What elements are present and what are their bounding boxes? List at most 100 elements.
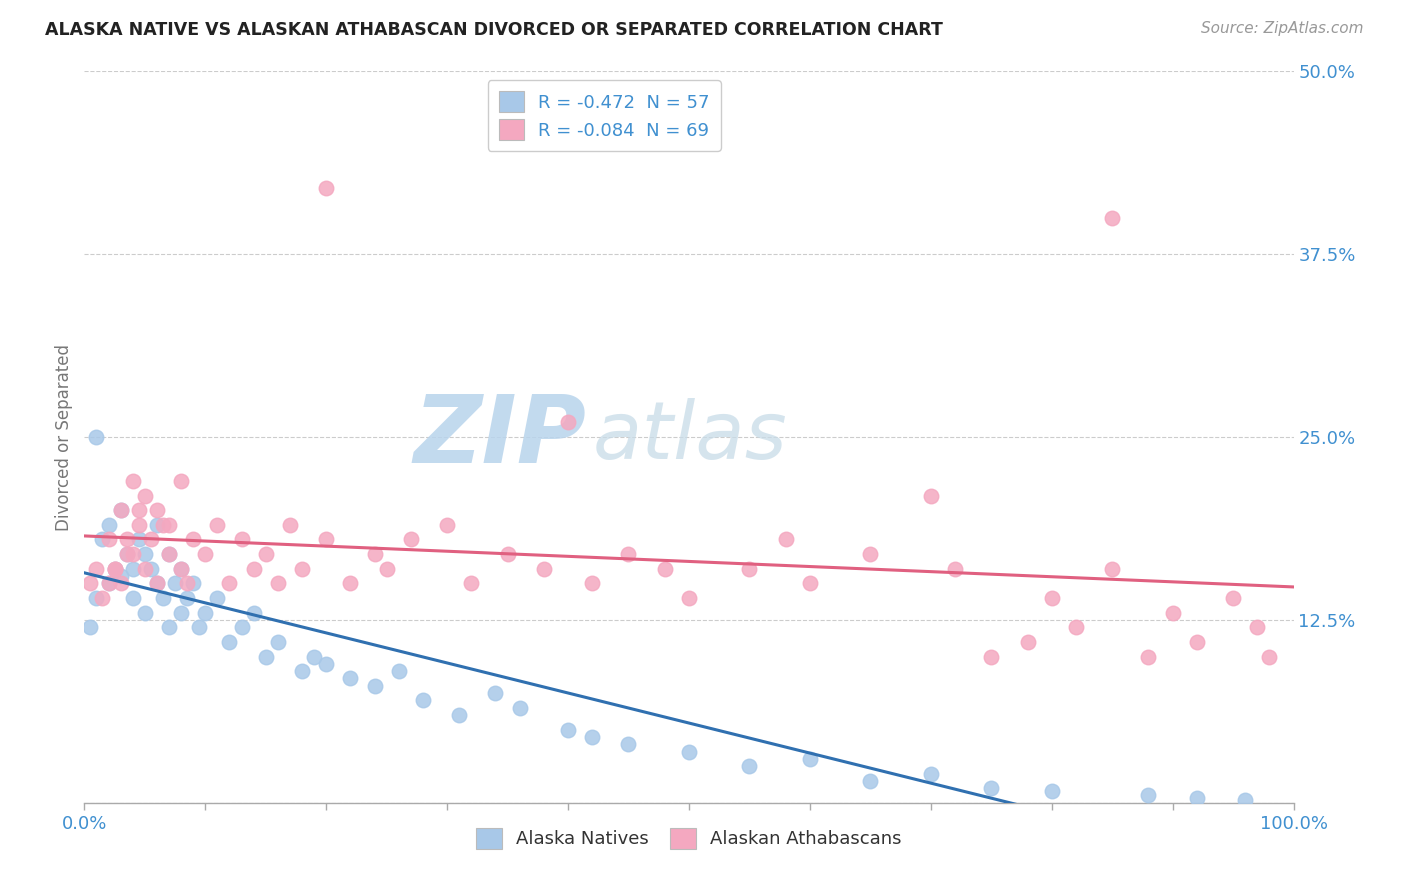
Point	[484, 686, 506, 700]
Point	[339, 672, 361, 686]
Point	[388, 664, 411, 678]
Point	[97, 576, 120, 591]
Point	[207, 591, 229, 605]
Point	[799, 576, 821, 591]
Point	[91, 591, 114, 605]
Point	[1246, 620, 1268, 634]
Point	[79, 576, 101, 591]
Point	[170, 562, 193, 576]
Point	[121, 474, 143, 488]
Point	[1234, 793, 1257, 807]
Point	[97, 533, 120, 547]
Point	[110, 569, 132, 583]
Point	[91, 533, 114, 547]
Point	[115, 533, 138, 547]
Legend: Alaska Natives, Alaskan Athabascans: Alaska Natives, Alaskan Athabascans	[470, 821, 908, 856]
Point	[1064, 620, 1087, 634]
Point	[339, 576, 361, 591]
Point	[157, 547, 180, 561]
Point	[859, 547, 882, 561]
Point	[194, 606, 217, 620]
Point	[254, 547, 277, 561]
Point	[110, 576, 132, 591]
Point	[170, 606, 193, 620]
Point	[139, 533, 162, 547]
Point	[152, 517, 174, 532]
Point	[207, 517, 229, 532]
Point	[557, 416, 579, 430]
Point	[134, 547, 156, 561]
Point	[449, 708, 471, 723]
Point	[799, 752, 821, 766]
Point	[267, 576, 290, 591]
Y-axis label: Divorced or Separated: Divorced or Separated	[55, 343, 73, 531]
Point	[134, 606, 156, 620]
Point	[496, 547, 519, 561]
Point	[146, 576, 169, 591]
Point	[315, 533, 337, 547]
Point	[678, 745, 700, 759]
Point	[920, 766, 942, 780]
Point	[157, 547, 180, 561]
Point	[115, 547, 138, 561]
Point	[97, 576, 120, 591]
Point	[152, 591, 174, 605]
Text: Source: ZipAtlas.com: Source: ZipAtlas.com	[1201, 21, 1364, 37]
Point	[128, 533, 150, 547]
Point	[1101, 211, 1123, 225]
Point	[86, 562, 108, 576]
Point	[1137, 649, 1160, 664]
Point	[315, 181, 337, 195]
Point	[176, 591, 198, 605]
Point	[859, 773, 882, 788]
Point	[181, 576, 204, 591]
Point	[291, 664, 314, 678]
Point	[104, 562, 127, 576]
Point	[291, 562, 314, 576]
Point	[115, 547, 138, 561]
Point	[134, 489, 156, 503]
Point	[738, 562, 761, 576]
Point	[1258, 649, 1281, 664]
Point	[363, 679, 385, 693]
Point	[678, 591, 700, 605]
Point	[170, 474, 193, 488]
Point	[121, 547, 143, 561]
Point	[1185, 791, 1208, 805]
Point	[1040, 591, 1063, 605]
Point	[980, 649, 1002, 664]
Point	[278, 517, 301, 532]
Point	[581, 730, 603, 744]
Point	[920, 489, 942, 503]
Point	[654, 562, 676, 576]
Point	[254, 649, 277, 664]
Point	[157, 620, 180, 634]
Point	[1017, 635, 1039, 649]
Point	[1222, 591, 1244, 605]
Point	[242, 562, 264, 576]
Point	[165, 576, 187, 591]
Point	[97, 517, 120, 532]
Point	[86, 591, 108, 605]
Point	[128, 503, 150, 517]
Point	[231, 533, 253, 547]
Point	[980, 781, 1002, 796]
Point	[188, 620, 211, 634]
Text: atlas: atlas	[592, 398, 787, 476]
Point	[121, 562, 143, 576]
Point	[170, 562, 193, 576]
Point	[194, 547, 217, 561]
Point	[399, 533, 422, 547]
Point	[581, 576, 603, 591]
Point	[412, 693, 434, 707]
Point	[146, 576, 169, 591]
Point	[242, 606, 264, 620]
Point	[86, 430, 108, 444]
Point	[176, 576, 198, 591]
Point	[775, 533, 797, 547]
Point	[617, 737, 640, 751]
Point	[460, 576, 482, 591]
Point	[943, 562, 966, 576]
Point	[1040, 784, 1063, 798]
Point	[218, 576, 240, 591]
